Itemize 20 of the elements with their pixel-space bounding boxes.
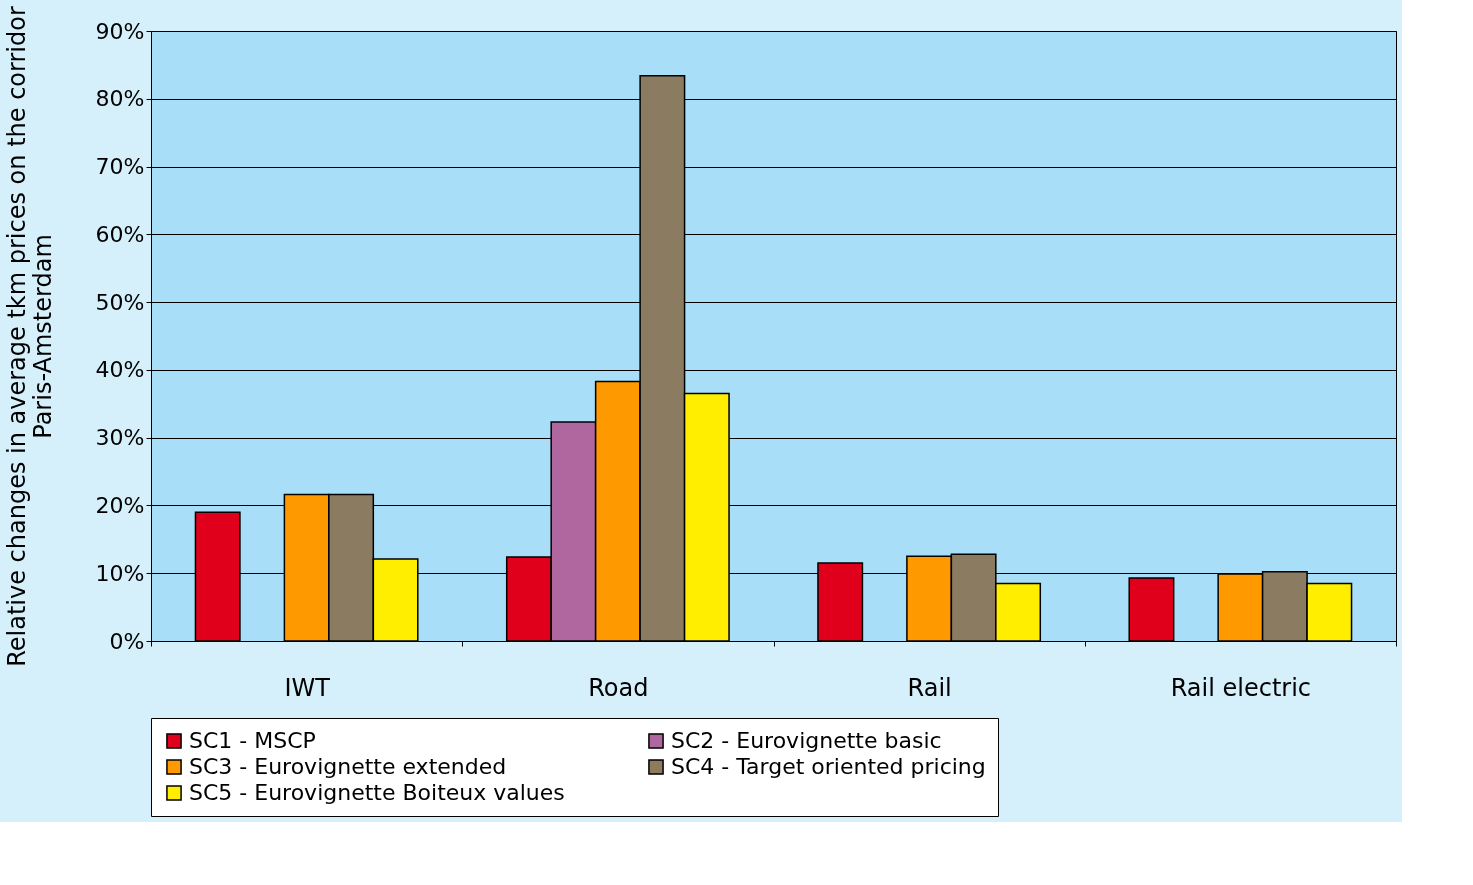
legend-label: SC5 - Eurovignette Boiteux values [189,780,565,805]
y-tick-label: 40% [95,357,145,383]
y-tick-label: 30% [95,425,145,451]
legend-label: SC2 - Eurovignette basic [671,728,942,753]
y-tick-label: 0% [109,628,145,654]
y-tick-label: 80% [95,86,145,112]
y-axis-title: Relative changes in average tkm prices on the corridor Paris-Amsterdam [2,6,57,667]
y-tick-label: 90% [95,18,145,44]
y-tick-label: 70% [95,154,145,180]
legend-label: SC3 - Eurovignette extended [189,754,507,779]
legend-label: SC4 - Target oriented pricing [671,754,986,779]
y-tick-label: 60% [95,221,145,247]
x-tick-label: Road [588,673,649,702]
x-tick-label: IWT [284,673,331,702]
y-tick-label: 50% [95,289,145,315]
y-tick-label: 10% [95,560,145,586]
x-tick-label: Rail electric [1170,673,1312,702]
y-tick-label: 20% [95,492,145,518]
x-tick-label: Rail [907,673,952,702]
legend-label: SC1 - MSCP [189,728,316,753]
